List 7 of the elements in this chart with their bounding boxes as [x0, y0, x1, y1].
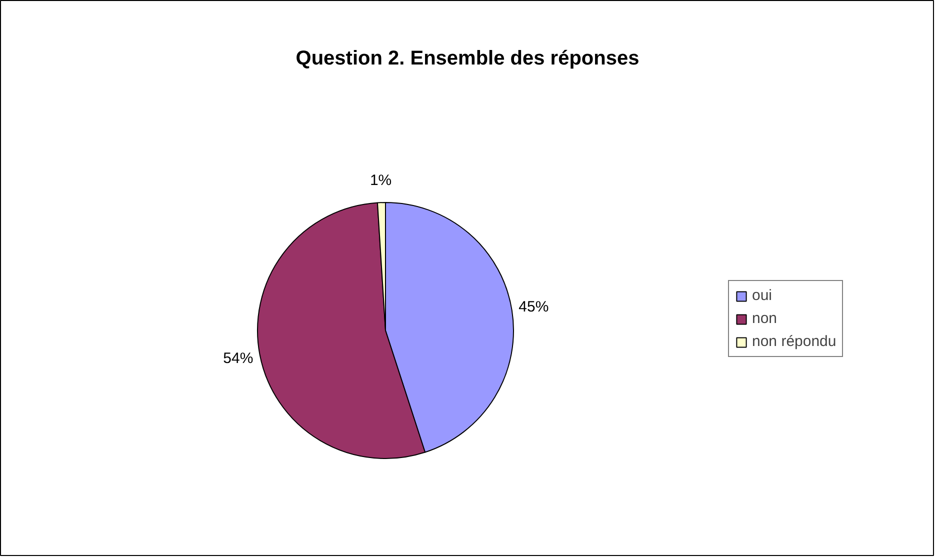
- legend-label: non répondu: [752, 333, 836, 350]
- legend-label: oui: [752, 287, 772, 304]
- legend-label: non: [752, 310, 778, 327]
- data-label: 45%: [518, 298, 549, 316]
- data-label: 1%: [370, 172, 392, 190]
- data-label: 54%: [223, 350, 254, 368]
- chart-title: Question 2. Ensemble des réponses: [296, 48, 640, 70]
